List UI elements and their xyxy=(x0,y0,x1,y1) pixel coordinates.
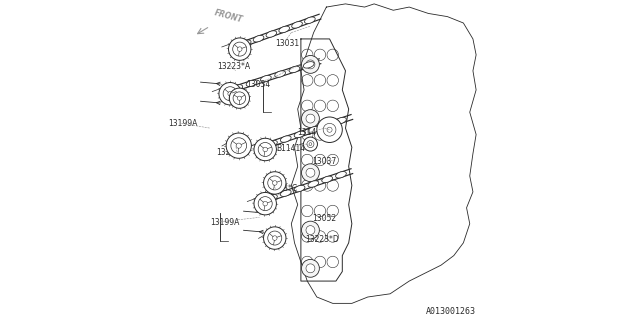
Circle shape xyxy=(258,197,272,211)
Circle shape xyxy=(268,231,282,245)
Circle shape xyxy=(306,114,315,123)
Ellipse shape xyxy=(246,80,257,86)
Ellipse shape xyxy=(335,172,346,178)
Ellipse shape xyxy=(275,71,285,77)
Circle shape xyxy=(231,138,246,154)
Circle shape xyxy=(273,236,277,240)
Ellipse shape xyxy=(322,122,333,128)
Circle shape xyxy=(223,87,237,101)
Circle shape xyxy=(301,55,319,73)
Text: 13052: 13052 xyxy=(312,214,337,223)
Ellipse shape xyxy=(280,136,291,142)
Ellipse shape xyxy=(303,62,314,68)
Text: 13034: 13034 xyxy=(246,80,270,89)
Text: A013001263: A013001263 xyxy=(426,307,476,316)
Circle shape xyxy=(237,47,242,52)
Text: 13223*C: 13223*C xyxy=(264,184,298,193)
Ellipse shape xyxy=(289,66,300,73)
Text: 13223*A: 13223*A xyxy=(218,61,250,70)
Circle shape xyxy=(226,133,252,158)
Text: 13031: 13031 xyxy=(275,39,299,48)
Ellipse shape xyxy=(267,140,277,147)
Circle shape xyxy=(229,88,250,108)
Text: FRONT: FRONT xyxy=(213,8,244,25)
Circle shape xyxy=(301,260,319,277)
Circle shape xyxy=(264,227,286,249)
Circle shape xyxy=(219,83,241,105)
Circle shape xyxy=(301,164,319,182)
Ellipse shape xyxy=(267,195,277,201)
Ellipse shape xyxy=(308,181,319,187)
Ellipse shape xyxy=(335,117,346,124)
Ellipse shape xyxy=(294,131,305,138)
Circle shape xyxy=(258,142,272,156)
Circle shape xyxy=(228,92,232,96)
Ellipse shape xyxy=(305,17,316,24)
Circle shape xyxy=(303,137,317,151)
Ellipse shape xyxy=(292,21,302,28)
Circle shape xyxy=(301,221,319,239)
Text: 13037: 13037 xyxy=(312,157,337,166)
Circle shape xyxy=(228,38,251,60)
Ellipse shape xyxy=(260,76,271,82)
Ellipse shape xyxy=(232,85,243,91)
Ellipse shape xyxy=(294,185,305,192)
Circle shape xyxy=(236,143,241,148)
Text: 13199A: 13199A xyxy=(168,119,197,128)
Text: 13146: 13146 xyxy=(297,128,321,137)
Circle shape xyxy=(273,181,277,185)
Circle shape xyxy=(254,192,276,215)
Circle shape xyxy=(327,127,332,132)
Text: B11414: B11414 xyxy=(276,144,305,153)
Ellipse shape xyxy=(322,176,333,183)
Circle shape xyxy=(264,172,286,194)
Ellipse shape xyxy=(279,26,289,33)
Circle shape xyxy=(306,226,315,235)
Circle shape xyxy=(233,42,246,56)
Circle shape xyxy=(317,117,342,142)
Circle shape xyxy=(307,140,314,148)
Circle shape xyxy=(237,96,241,100)
Circle shape xyxy=(301,110,319,127)
Circle shape xyxy=(254,138,276,161)
Ellipse shape xyxy=(253,36,264,42)
Text: 13223*B: 13223*B xyxy=(216,148,250,157)
Circle shape xyxy=(263,201,268,206)
Ellipse shape xyxy=(241,40,251,46)
Circle shape xyxy=(306,264,315,273)
Circle shape xyxy=(233,92,246,105)
Circle shape xyxy=(306,60,315,69)
Ellipse shape xyxy=(266,31,276,37)
Text: 13223*D: 13223*D xyxy=(306,235,339,244)
Circle shape xyxy=(263,147,268,152)
Ellipse shape xyxy=(308,127,319,133)
Ellipse shape xyxy=(280,190,291,196)
Circle shape xyxy=(323,123,336,136)
Circle shape xyxy=(309,143,312,146)
Text: 13199A: 13199A xyxy=(210,218,239,227)
Circle shape xyxy=(268,176,282,190)
Circle shape xyxy=(306,168,315,177)
